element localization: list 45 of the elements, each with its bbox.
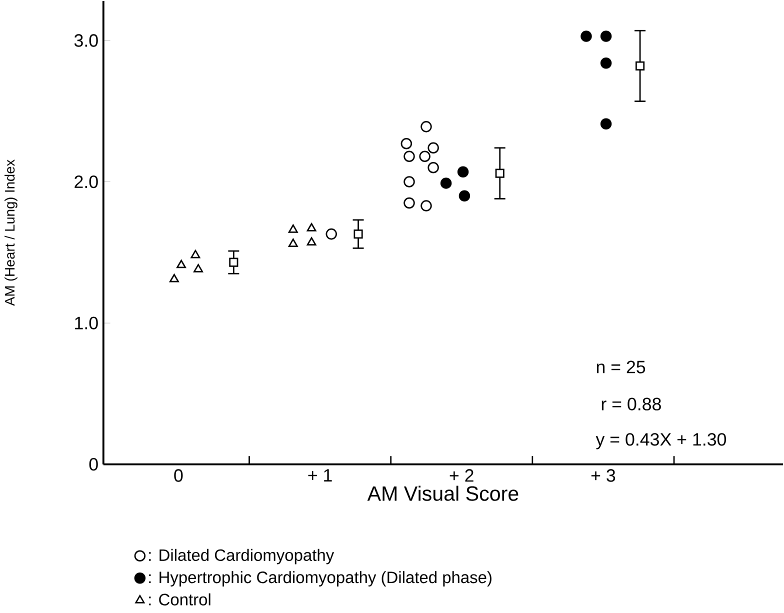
y-tick-label: 2.0 xyxy=(74,176,98,188)
point xyxy=(354,230,363,239)
point xyxy=(404,197,415,209)
legend-label: : Hypertrophic Cardiomyopathy (Dilated phase) xyxy=(149,571,492,587)
point xyxy=(176,260,186,268)
point xyxy=(636,61,645,71)
point xyxy=(600,30,612,42)
x-axis-title: AM Visual Score xyxy=(367,486,518,501)
point xyxy=(288,238,298,248)
point xyxy=(326,228,337,240)
y-tick-label: 3.0 xyxy=(74,34,98,47)
point xyxy=(428,162,439,174)
point xyxy=(229,258,238,267)
y-tick-label: 0 xyxy=(89,458,98,471)
legend-label: : Control xyxy=(149,593,210,606)
point xyxy=(194,264,204,272)
legend-label: : Dilated Cardiomyopathy xyxy=(149,548,334,564)
point xyxy=(495,168,504,178)
annotation: n = 25 xyxy=(596,360,646,374)
x-tick-label: 0 xyxy=(174,469,183,482)
point xyxy=(600,118,612,130)
x-tick-label: + 2 xyxy=(450,469,474,482)
y-tick-label: 1.0 xyxy=(75,316,98,330)
point xyxy=(400,138,412,150)
point xyxy=(457,166,469,178)
point xyxy=(306,237,316,246)
annotation: r = 0.88 xyxy=(602,398,661,410)
point xyxy=(600,58,612,69)
point xyxy=(580,30,592,42)
point xyxy=(404,150,415,162)
point xyxy=(306,223,316,232)
x-tick-label: + 1 xyxy=(308,469,332,482)
point xyxy=(428,142,439,154)
point xyxy=(288,224,298,233)
annotation: y = 0.43X + 1.30 xyxy=(596,433,726,450)
point xyxy=(440,178,452,189)
y-axis-title: AM (Heart / Lung) Index xyxy=(4,160,18,306)
point xyxy=(420,121,432,132)
point xyxy=(169,274,179,282)
point xyxy=(419,150,430,162)
point xyxy=(458,190,470,202)
point xyxy=(190,250,200,258)
x-tick-label: + 3 xyxy=(591,469,616,482)
point xyxy=(420,200,432,212)
point xyxy=(404,176,415,188)
